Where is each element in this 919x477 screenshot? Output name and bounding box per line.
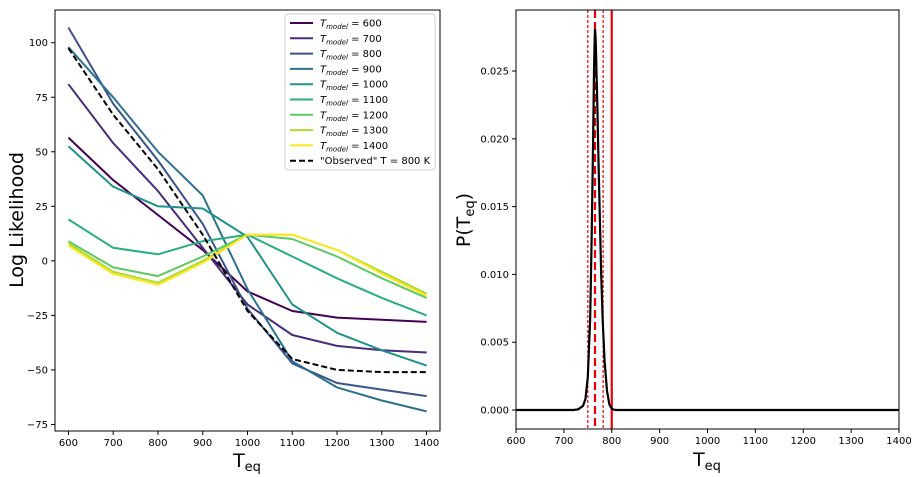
series-line-1000 [67,145,427,367]
left-x-tick-label: 1000 [235,438,260,449]
left-x-tick-label: 800 [148,438,167,449]
series-line-700 [67,83,427,354]
legend-label: Tmodel = 600 [320,19,382,32]
left-y-tick-label: 0 [42,256,48,267]
legend-label: Tmodel = 1400 [320,141,388,154]
series-line-800 [67,26,427,398]
left-y-tick-label: 75 [35,93,48,104]
legend-label: Tmodel = 900 [320,64,382,77]
right-reference-lines [587,10,613,429]
right-y-tick-label: 0.010 [480,270,509,281]
right-x-tick-label: 1200 [791,436,816,447]
right-x-ticks: 600 700 800 900 1000 1100 1200 1300 1400 [506,429,912,447]
right-x-tick-label: 1400 [886,436,911,447]
right-x-tick-label: 700 [554,436,573,447]
right-x-axis-label: Teq [692,449,721,474]
right-y-tick-label: 0.025 [480,67,509,78]
legend-items: Tmodel = 600 Tmodel = 700 Tmodel = 800 Tmod… [290,19,431,167]
legend: Tmodel = 600 Tmodel = 700 Tmodel = 800 Tmod… [284,13,436,171]
left-x-tick-label: 700 [104,438,123,449]
left-y-ticks: 100 75 50 25 0 −25 −50 −75 [27,38,55,431]
legend-label: Tmodel = 700 [320,34,382,47]
left-x-tick-label: 1100 [280,438,305,449]
left-x-tick-label: 1400 [414,438,439,449]
left-x-ticks: 600 700 800 900 1000 1100 1200 1300 1400 [59,431,439,449]
series-line-1400 [67,233,428,297]
posterior-curve [516,28,899,412]
right-y-ticks: 0.000 0.005 0.010 0.015 0.020 0.025 [480,67,516,417]
right-x-tick-label: 1100 [743,436,768,447]
series-line-900 [67,46,427,413]
right-x-tick-label: 600 [506,436,525,447]
legend-label: Tmodel = 1300 [320,126,388,139]
legend-frame [284,13,436,171]
right-x-tick-label: 900 [650,436,669,447]
series-line-observed [67,47,427,374]
series-line-600 [67,136,427,323]
legend-label: Tmodel = 1000 [320,80,388,93]
left-x-axis-label: Teq [232,450,261,475]
left-y-tick-label: −75 [27,420,48,431]
left-x-tick-label: 1300 [369,438,394,449]
legend-label: Tmodel = 800 [320,49,382,62]
right-y-tick-label: 0.005 [480,338,509,349]
left-x-tick-label: 900 [193,438,212,449]
right-y-tick-label: 0.015 [480,202,509,213]
left-y-tick-label: 100 [29,38,48,49]
right-y-tick-label: 0.020 [480,134,509,145]
right-x-tick-label: 1000 [695,436,720,447]
right-x-tick-label: 1300 [838,436,863,447]
left-x-tick-label: 1200 [324,438,349,449]
left-y-tick-label: 50 [35,147,48,158]
right-y-tick-label: 0.000 [480,406,509,417]
left-y-axis-label: Log Likelihood [6,152,28,288]
right-y-axis-label: P(Teq) [453,193,478,247]
legend-label: Tmodel = 1200 [320,110,388,123]
left-x-tick-label: 600 [59,438,78,449]
left-chart: 600 700 800 900 1000 1100 1200 1300 1400 100 75 50… [6,9,441,475]
left-series-lines [67,26,428,413]
legend-label: Tmodel = 1100 [320,95,388,108]
right-chart: 600 700 800 900 1000 1100 1200 1300 1400 0.0000.… [453,9,912,474]
left-y-tick-label: −25 [27,311,48,322]
right-x-tick-label: 800 [602,436,621,447]
legend-label: "Observed" T = 800 K [320,156,431,167]
left-y-tick-label: −50 [27,365,48,376]
left-y-tick-label: 25 [35,202,48,213]
